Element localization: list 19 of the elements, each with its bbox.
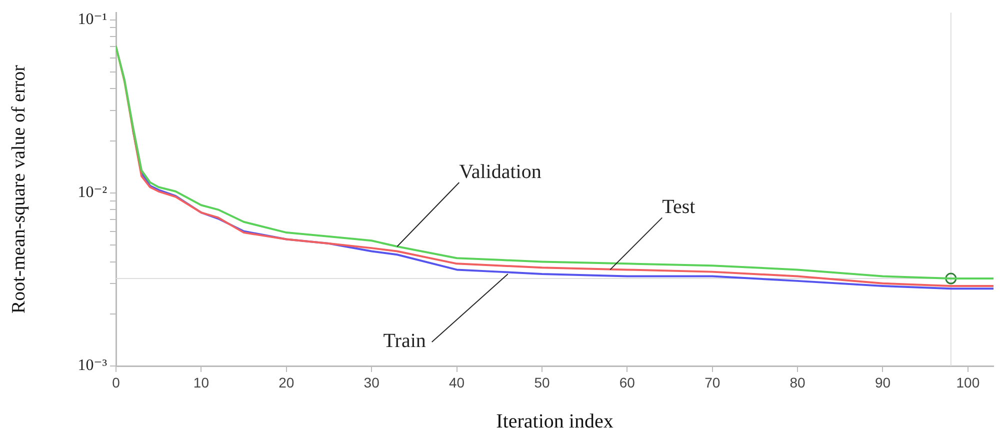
annotation: Test xyxy=(662,196,696,218)
x-tick-label: 40 xyxy=(448,374,465,390)
y-tick-label: 10⁻³ xyxy=(78,357,108,374)
y-tick-label: 10⁻¹ xyxy=(78,10,108,28)
x-tick-label: 30 xyxy=(364,374,380,390)
y-axis-title: Root-mean-square value of error xyxy=(8,64,30,314)
x-tick-label: 10 xyxy=(193,374,210,390)
x-tick-label: 80 xyxy=(790,374,806,390)
x-tick-label: 70 xyxy=(704,374,720,390)
x-tick-label: 60 xyxy=(619,374,636,390)
x-tick-label: 0 xyxy=(112,374,120,390)
x-tick-label: 100 xyxy=(956,374,980,390)
y-tick-label: 10⁻² xyxy=(78,184,108,202)
annotation: Validation xyxy=(459,160,542,183)
x-axis-title: Iteration index xyxy=(496,410,614,432)
annotation: Train xyxy=(383,330,426,352)
x-tick-label: 90 xyxy=(874,374,891,390)
x-tick-label: 20 xyxy=(278,374,294,390)
x-tick-label: 50 xyxy=(534,374,550,390)
